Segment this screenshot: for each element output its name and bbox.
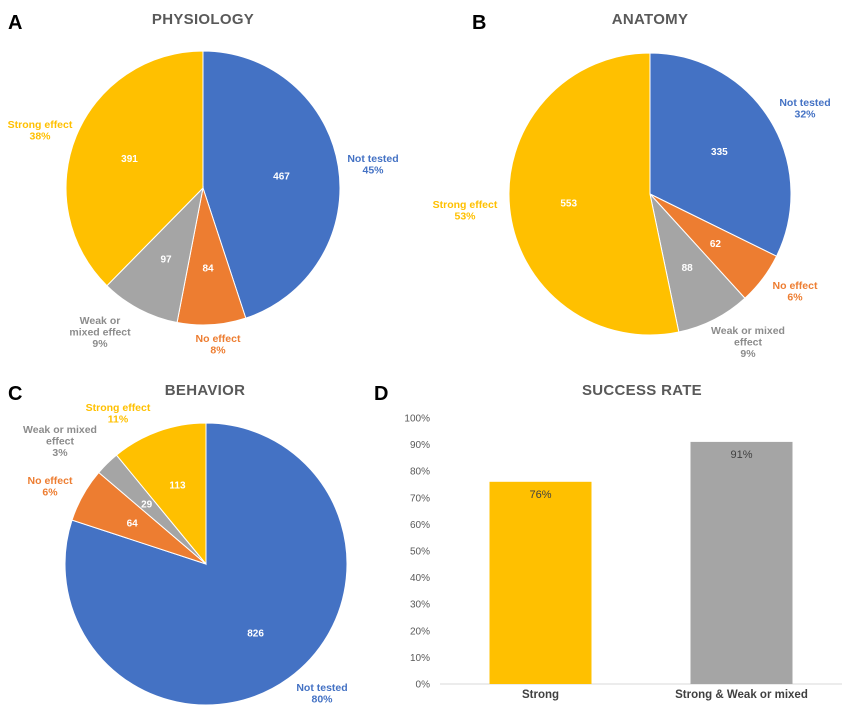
slice-label-strong: Strong effect 38% (8, 119, 73, 143)
behavior-panel: C BEHAVIOR 826 Not tested 80% 64 No effect 6%… (8, 382, 348, 705)
panel-letter-a: A (8, 12, 22, 34)
y-tick-label: 100% (404, 414, 430, 425)
bar-strong (489, 481, 592, 684)
y-tick-label: 40% (410, 573, 430, 584)
panel-letter-b: B (472, 12, 486, 34)
pie-slice-strong (115, 422, 207, 566)
pie-slice-strong (65, 50, 204, 287)
pie-slice-not-tested (649, 52, 792, 257)
slice-label-strong: Strong effect 11% (86, 402, 151, 426)
slice-label-strong: Strong effect 53% (433, 199, 498, 223)
behavior-title: BEHAVIOR (165, 382, 245, 399)
slice-label-no-effect: No effect 6% (773, 280, 818, 304)
pie-slice-weak-or-mixed (106, 186, 204, 324)
y-tick-label: 10% (410, 653, 430, 664)
anatomy-pie: 335 Not tested 32% 62 No effect 6% 88 Weak or m… (433, 52, 831, 360)
pie-slice-not-tested (202, 50, 341, 319)
physiology-panel: A PHYSIOLOGY 467 Not tested 45% 84 No effect… (8, 11, 399, 357)
slice-value-strong: 113 (169, 480, 186, 491)
success-rate-title: SUCCESS RATE (582, 382, 702, 399)
slice-value-no-effect: 64 (127, 519, 139, 530)
slice-label-weak-or-mixed: Weak or mixed effect 3% (23, 424, 97, 459)
slice-value-weak-or-mixed: 97 (160, 254, 172, 265)
physiology-pie: 467 Not tested 45% 84 No effect 8% 97 Weak or mi… (8, 50, 399, 357)
y-tick-label: 70% (410, 493, 430, 504)
slice-value-not-tested: 467 (273, 171, 290, 182)
bar-value-label: 76% (529, 489, 551, 501)
y-tick-label: 30% (410, 600, 430, 611)
slice-value-weak-or-mixed: 29 (141, 500, 153, 511)
y-tick-label: 60% (410, 520, 430, 531)
y-tick-label: 0% (416, 680, 431, 691)
slice-label-no-effect: No effect 6% (28, 475, 73, 499)
x-category-label: Strong (522, 689, 559, 701)
physiology-title: PHYSIOLOGY (152, 11, 254, 28)
slice-value-no-effect: 84 (202, 263, 214, 274)
slice-value-weak-or-mixed: 88 (682, 263, 694, 274)
slice-value-strong: 553 (560, 198, 577, 209)
slice-value-no-effect: 62 (710, 239, 722, 250)
bar-value-label: 91% (730, 449, 752, 461)
anatomy-title: ANATOMY (612, 11, 689, 28)
slice-label-weak-or-mixed: Weak or mixed effect 9% (69, 315, 131, 350)
slice-label-not-tested: Not tested 32% (779, 97, 830, 121)
bar-strong-and-weak (690, 441, 793, 684)
success-rate-panel: D SUCCESS RATE 0% 10% 20% 30% 40% 50% 60% 70% 80… (374, 382, 842, 701)
slice-label-not-tested: Not tested 80% (296, 682, 347, 705)
x-category-label: Strong & Weak or mixed (675, 689, 808, 701)
y-tick-label: 80% (410, 467, 430, 478)
y-tick-label: 90% (410, 440, 430, 451)
panel-letter-d: D (374, 383, 388, 405)
panel-letter-c: C (8, 383, 22, 405)
y-tick-label: 50% (410, 547, 430, 558)
slice-value-not-tested: 335 (711, 147, 728, 158)
behavior-pie: 826 Not tested 80% 64 No effect 6% 29 Weak or m… (23, 402, 348, 705)
slice-label-not-tested: Not tested 45% (347, 153, 398, 177)
slice-value-not-tested: 826 (247, 629, 264, 640)
slice-label-no-effect: No effect 8% (196, 333, 241, 357)
success-rate-bars: 0% 10% 20% 30% 40% 50% 60% 70% 80% 90% 100% 76% Stro… (404, 414, 842, 701)
y-tick-label: 20% (410, 626, 430, 637)
slice-value-strong: 391 (121, 154, 138, 165)
pie-slice-strong (508, 52, 680, 336)
anatomy-panel: B ANATOMY 335 Not tested 32% 62 No effect 6% 8… (433, 11, 831, 360)
slice-label-weak-or-mixed: Weak or mixed effect 9% (711, 325, 785, 360)
